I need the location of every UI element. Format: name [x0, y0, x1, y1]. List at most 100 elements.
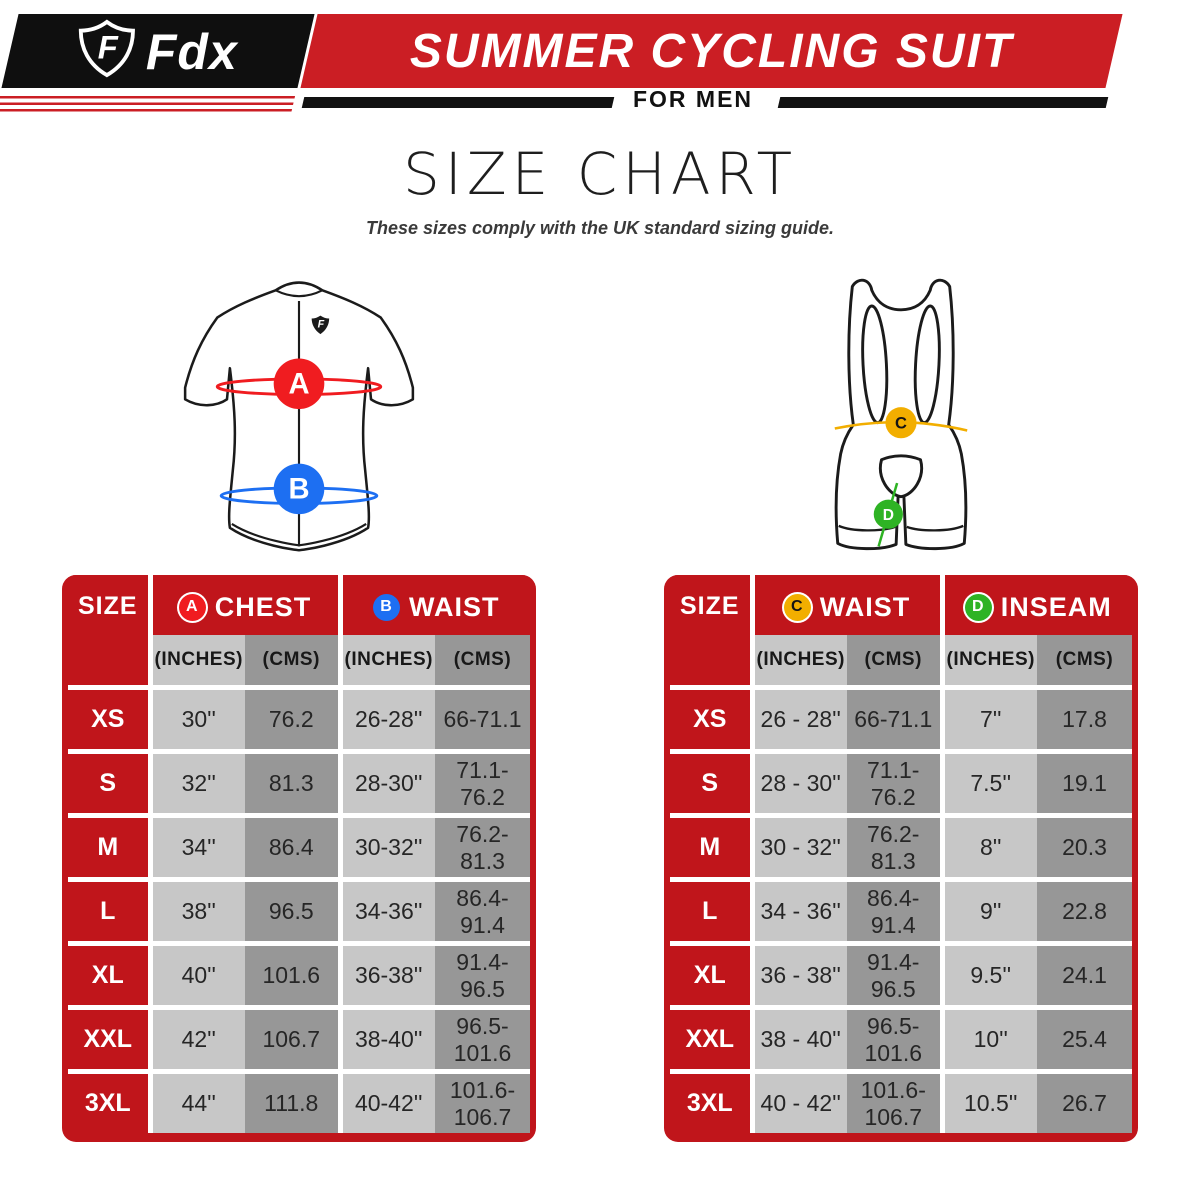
unit-header: (CMS) [1037, 635, 1132, 688]
value-cell: 86.4 [245, 813, 340, 880]
value-cell: 38 - 40'' [749, 1005, 847, 1072]
value-cell: 20.3 [1037, 813, 1132, 880]
bib-waist-group-label: WAIST [819, 591, 911, 622]
value-cell: 101.6 [245, 941, 340, 1008]
banner-title: SUMMER CYCLING SUIT [409, 24, 1014, 78]
value-cell: 19.1 [1037, 749, 1132, 816]
value-cell: 38'' [147, 877, 245, 944]
value-cell: 8'' [939, 813, 1037, 880]
value-cell: 91.4-96.5 [847, 941, 942, 1008]
value-cell: 91.4-96.5 [435, 941, 530, 1008]
value-cell: 9'' [939, 877, 1037, 944]
bib-waist-group-header: C WAIST [749, 575, 942, 635]
value-cell: 34-36'' [337, 877, 435, 944]
marker-c-letter: C [895, 414, 907, 433]
size-label: 3XL [68, 1069, 150, 1133]
value-cell: 40-42'' [337, 1069, 435, 1133]
value-cell: 30 - 32'' [749, 813, 847, 880]
value-cell: 86.4-91.4 [435, 877, 530, 944]
value-cell: 101.6-106.7 [847, 1069, 942, 1133]
unit-header: (CMS) [847, 635, 942, 688]
value-cell: 24.1 [1037, 941, 1132, 1008]
page-subtitle: These sizes comply with the UK standard … [365, 218, 835, 238]
value-cell: 76.2 [245, 685, 340, 752]
waist-marker-c-icon: C [783, 593, 811, 621]
value-cell: 34 - 36'' [749, 877, 847, 944]
size-label: S [670, 749, 752, 816]
table-row: XXL 42'' 106.7 38-40'' 96.5-101.6 [68, 1005, 530, 1072]
value-cell: 40 - 42'' [749, 1069, 847, 1133]
inseam-marker-d-icon: D [964, 593, 992, 621]
shield-letter: F [98, 28, 119, 65]
page-title: SIZE CHART [402, 140, 798, 208]
page-heading: SIZE CHART These sizes comply with the U… [0, 140, 1200, 239]
size-label: S [68, 749, 150, 816]
size-column-header: SIZE [68, 575, 150, 688]
value-cell: 66-71.1 [847, 685, 942, 752]
table-row: XL 36 - 38'' 91.4-96.5 9.5'' 24.1 [670, 941, 1132, 1008]
marker-d-letter: D [883, 507, 894, 524]
unit-header: (INCHES) [147, 635, 245, 688]
value-cell: 71.1-76.2 [847, 749, 942, 816]
chest-marker-a-icon: A [178, 593, 206, 621]
value-cell: 111.8 [245, 1069, 340, 1133]
waist-marker-b-icon: B [373, 593, 400, 621]
table-row: L 38'' 96.5 34-36'' 86.4-91.4 [68, 877, 530, 944]
value-cell: 10'' [939, 1005, 1037, 1072]
unit-header: (CMS) [435, 635, 530, 688]
value-cell: 96.5-101.6 [847, 1005, 942, 1072]
table-row: L 34 - 36'' 86.4-91.4 9'' 22.8 [670, 877, 1132, 944]
value-cell: 81.3 [245, 749, 340, 816]
title-band: SUMMER CYCLING SUIT [300, 14, 1123, 88]
value-cell: 17.8 [1037, 685, 1132, 752]
size-column-header: SIZE [670, 575, 752, 688]
jersey-size-table: SIZE A CHEST B WAIST (INCHES) (CMS) (INCHE… [62, 575, 536, 1142]
table-row: 3XL 40 - 42'' 101.6-106.7 10.5'' 26.7 [670, 1069, 1132, 1133]
value-cell: 30-32'' [337, 813, 435, 880]
value-cell: 40'' [147, 941, 245, 1008]
value-cell: 32'' [147, 749, 245, 816]
table-row: 3XL 44'' 111.8 40-42'' 101.6-106.7 [68, 1069, 530, 1133]
size-label: XS [68, 685, 150, 752]
value-cell: 101.6-106.7 [435, 1069, 530, 1133]
value-cell: 26 - 28'' [749, 685, 847, 752]
value-cell: 42'' [147, 1005, 245, 1072]
marker-a-letter: A [288, 369, 309, 401]
bib-size-table: SIZE C WAIST D INSEAM (INCHES) (CMS) (INCH… [664, 575, 1138, 1142]
value-cell: 96.5-101.6 [435, 1005, 530, 1072]
value-cell: 76.2-81.3 [847, 813, 942, 880]
jersey-chest-logo-icon: F [311, 315, 330, 335]
size-label: M [670, 813, 752, 880]
table-row: XXL 38 - 40'' 96.5-101.6 10'' 25.4 [670, 1005, 1132, 1072]
logo-band: F Fdx [1, 14, 315, 88]
unit-header: (INCHES) [749, 635, 847, 688]
svg-text:F: F [318, 318, 325, 330]
size-label: XXL [68, 1005, 150, 1072]
table-row: XS 26 - 28'' 66-71.1 7'' 17.8 [670, 685, 1132, 752]
size-label: L [68, 877, 150, 944]
value-cell: 28-30'' [337, 749, 435, 816]
size-label: XL [68, 941, 150, 1008]
value-cell: 36 - 38'' [749, 941, 847, 1008]
value-cell: 9.5'' [939, 941, 1037, 1008]
unit-header: (CMS) [245, 635, 340, 688]
table-row: S 28 - 30'' 71.1-76.2 7.5'' 19.1 [670, 749, 1132, 816]
table-row: M 30 - 32'' 76.2-81.3 8'' 20.3 [670, 813, 1132, 880]
value-cell: 96.5 [245, 877, 340, 944]
size-label: 3XL [670, 1069, 752, 1133]
table-row: XL 40'' 101.6 36-38'' 91.4-96.5 [68, 941, 530, 1008]
bib-shorts-illustration: C D [834, 278, 968, 551]
size-label: M [68, 813, 150, 880]
measurement-diagrams: F A B [0, 253, 1200, 571]
value-cell: 86.4-91.4 [847, 877, 942, 944]
marker-b-letter: B [288, 474, 309, 506]
jersey-diagram: F A B [62, 253, 536, 571]
value-cell: 76.2-81.3 [435, 813, 530, 880]
size-label: XS [670, 685, 752, 752]
value-cell: 38-40'' [337, 1005, 435, 1072]
inseam-group-header: D INSEAM [939, 575, 1132, 635]
waist-group-label: WAIST [409, 591, 500, 622]
fdx-shield-icon: F [78, 18, 136, 85]
value-cell: 22.8 [1037, 877, 1132, 944]
value-cell: 26-28'' [337, 685, 435, 752]
